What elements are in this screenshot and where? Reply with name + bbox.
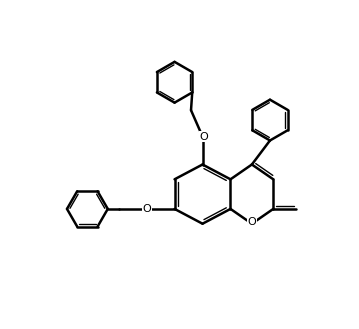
Text: O: O <box>200 132 209 141</box>
Text: O: O <box>247 217 256 227</box>
Text: O: O <box>142 204 151 214</box>
